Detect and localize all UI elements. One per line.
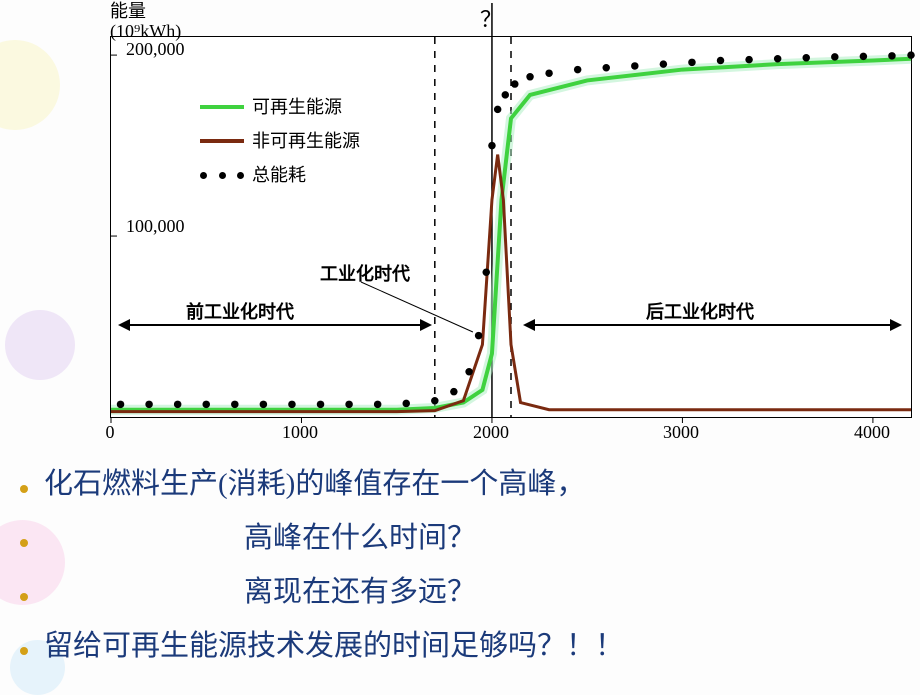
label-post-industrial-era: 后工业化时代	[646, 298, 754, 324]
bullet-text: 化石燃料生产(消耗)的峰值存在一个高峰，	[44, 460, 585, 502]
bullet-icon	[20, 485, 28, 493]
x-tick-1000: 1000	[282, 422, 318, 443]
x-tick-3000: 3000	[663, 422, 699, 443]
x-tick-4000: 4000	[854, 422, 890, 443]
legend-swatch	[200, 139, 244, 143]
legend-item-renewable: 可再生能源	[200, 90, 360, 124]
legend-item-total: 总能耗	[200, 158, 360, 192]
decor-flower	[5, 310, 75, 380]
era-arrow-post	[535, 324, 890, 326]
y-tick-100000: 100,000	[126, 216, 185, 237]
bullet-text: 高峰在什么时间？	[44, 514, 476, 556]
legend-label: 非可再生能源	[252, 124, 360, 158]
label-industrial-era: 工业化时代	[320, 260, 410, 286]
question-mark: ？	[480, 2, 502, 34]
chart-legend: 可再生能源 非可再生能源 总能耗	[200, 90, 360, 193]
bullet-icon	[20, 593, 28, 601]
bullet-icon	[20, 539, 28, 547]
bullet-item: 留给可再生能源技术发展的时间足够吗？！！	[20, 622, 900, 664]
bullet-list: 化石燃料生产(消耗)的峰值存在一个高峰， 高峰在什么时间？ 离现在还有多远？ 留…	[20, 460, 900, 676]
era-arrow-pre	[130, 324, 420, 326]
x-tick-0: 0	[106, 422, 115, 443]
legend-label: 可再生能源	[252, 90, 342, 124]
legend-swatch	[200, 105, 244, 109]
label-pre-industrial-era: 前工业化时代	[186, 298, 294, 324]
bullet-text: 离现在还有多远？	[44, 568, 476, 610]
x-tick-2000: 2000	[473, 422, 509, 443]
bullet-text: 留给可再生能源技术发展的时间足够吗？！！	[44, 622, 624, 664]
bullet-item: 高峰在什么时间？	[20, 514, 900, 556]
legend-label: 总能耗	[252, 158, 306, 192]
bullet-icon	[20, 647, 28, 655]
bullet-item: 化石燃料生产(消耗)的峰值存在一个高峰，	[20, 460, 900, 502]
bullet-item: 离现在还有多远？	[20, 568, 900, 610]
legend-swatch	[200, 172, 244, 179]
y-tick-200000: 200,000	[126, 39, 185, 60]
legend-item-nonrenewable: 非可再生能源	[200, 124, 360, 158]
decor-flower	[0, 40, 60, 130]
y-axis-title: 能量 (10⁹kWh)	[110, 2, 181, 42]
